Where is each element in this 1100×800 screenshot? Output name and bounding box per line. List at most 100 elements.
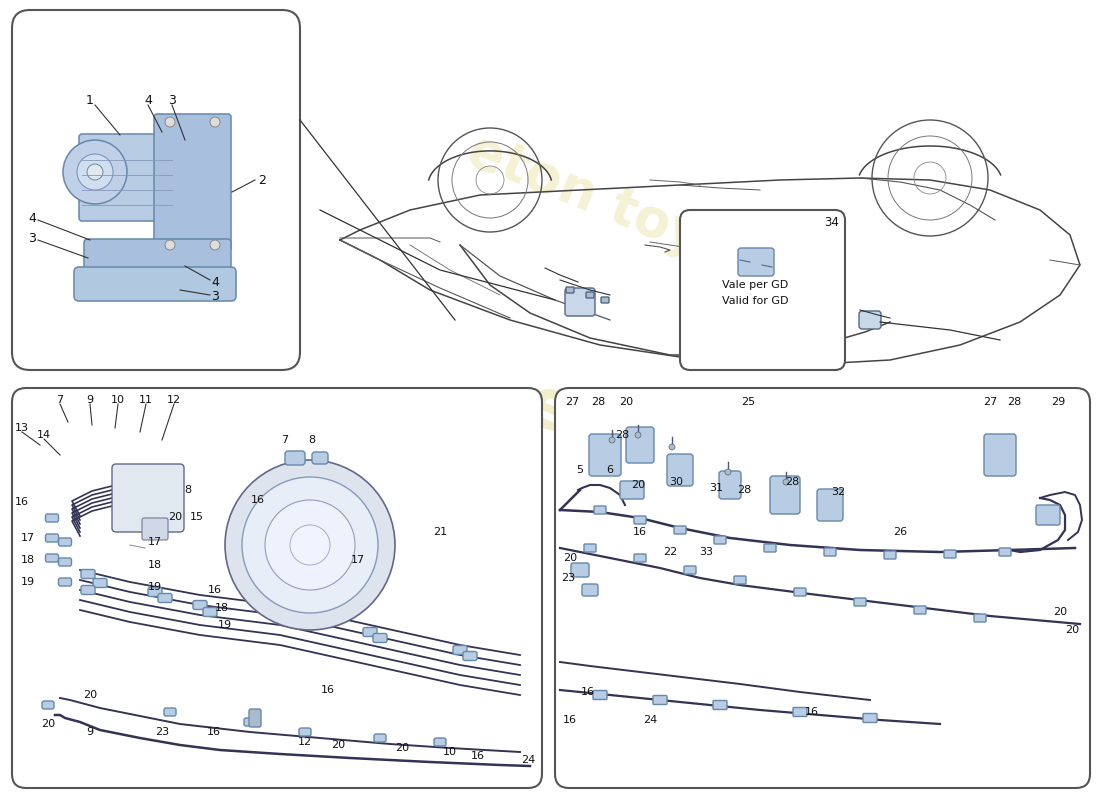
- Text: 28: 28: [1006, 397, 1021, 407]
- FancyBboxPatch shape: [373, 634, 387, 642]
- Text: 17: 17: [147, 537, 162, 547]
- Circle shape: [165, 117, 175, 127]
- Text: 27: 27: [565, 397, 579, 407]
- Text: 20: 20: [41, 719, 55, 729]
- Text: 34: 34: [825, 215, 839, 229]
- FancyBboxPatch shape: [12, 388, 542, 788]
- Text: 19: 19: [218, 620, 232, 630]
- Text: 28: 28: [591, 397, 605, 407]
- FancyBboxPatch shape: [45, 534, 58, 542]
- FancyBboxPatch shape: [586, 292, 594, 298]
- FancyBboxPatch shape: [984, 434, 1016, 476]
- Text: 10: 10: [111, 395, 125, 405]
- Text: 16: 16: [208, 585, 222, 595]
- Text: 20: 20: [619, 397, 634, 407]
- Text: 4: 4: [211, 275, 219, 289]
- Text: 16: 16: [321, 685, 336, 695]
- FancyBboxPatch shape: [864, 714, 877, 722]
- Text: 30: 30: [669, 477, 683, 487]
- Circle shape: [635, 432, 641, 438]
- FancyBboxPatch shape: [738, 248, 774, 276]
- FancyBboxPatch shape: [674, 526, 686, 534]
- Text: 1: 1: [86, 94, 94, 106]
- Text: 6: 6: [606, 465, 614, 475]
- Text: 3: 3: [211, 290, 219, 303]
- Text: 2: 2: [258, 174, 266, 186]
- FancyBboxPatch shape: [653, 695, 667, 705]
- FancyBboxPatch shape: [192, 601, 207, 610]
- Text: 8: 8: [185, 485, 191, 495]
- FancyBboxPatch shape: [84, 239, 231, 276]
- Text: 19: 19: [21, 577, 35, 587]
- FancyBboxPatch shape: [634, 516, 646, 524]
- Circle shape: [669, 444, 675, 450]
- FancyBboxPatch shape: [42, 701, 54, 709]
- FancyBboxPatch shape: [884, 551, 896, 559]
- FancyBboxPatch shape: [817, 489, 843, 521]
- Text: 17: 17: [21, 533, 35, 543]
- Text: 23: 23: [561, 573, 575, 583]
- Text: 12: 12: [298, 737, 312, 747]
- FancyBboxPatch shape: [74, 267, 236, 301]
- Text: 20: 20: [1053, 607, 1067, 617]
- FancyBboxPatch shape: [1036, 505, 1060, 525]
- FancyBboxPatch shape: [588, 434, 621, 476]
- FancyBboxPatch shape: [244, 718, 256, 726]
- FancyBboxPatch shape: [112, 464, 184, 532]
- FancyBboxPatch shape: [667, 454, 693, 486]
- Text: 28: 28: [737, 485, 751, 495]
- Circle shape: [87, 164, 103, 180]
- Text: 20: 20: [631, 480, 645, 490]
- Text: 10: 10: [443, 747, 456, 757]
- FancyBboxPatch shape: [944, 550, 956, 558]
- Text: 32: 32: [830, 487, 845, 497]
- FancyBboxPatch shape: [914, 606, 926, 614]
- FancyBboxPatch shape: [713, 701, 727, 710]
- Text: 16: 16: [15, 497, 29, 507]
- Circle shape: [725, 469, 732, 475]
- Text: 11: 11: [139, 395, 153, 405]
- FancyBboxPatch shape: [859, 311, 881, 329]
- Text: 20: 20: [331, 740, 345, 750]
- FancyBboxPatch shape: [12, 10, 300, 370]
- FancyBboxPatch shape: [620, 481, 644, 499]
- Text: 14: 14: [37, 430, 51, 440]
- Text: 28: 28: [785, 477, 799, 487]
- Text: 7: 7: [56, 395, 64, 405]
- Text: 20: 20: [563, 553, 578, 563]
- FancyBboxPatch shape: [626, 427, 654, 463]
- FancyBboxPatch shape: [312, 452, 328, 464]
- FancyBboxPatch shape: [463, 651, 477, 661]
- Text: Vale per GD: Vale per GD: [722, 280, 788, 290]
- Text: 28: 28: [615, 430, 629, 440]
- Text: 20: 20: [1065, 625, 1079, 635]
- Text: 22: 22: [663, 547, 678, 557]
- FancyBboxPatch shape: [299, 728, 311, 736]
- FancyBboxPatch shape: [81, 570, 95, 578]
- Text: 33: 33: [698, 547, 713, 557]
- FancyBboxPatch shape: [824, 548, 836, 556]
- Text: 25: 25: [741, 397, 755, 407]
- Circle shape: [783, 479, 789, 485]
- FancyBboxPatch shape: [794, 588, 806, 596]
- Text: 21: 21: [433, 527, 447, 537]
- FancyBboxPatch shape: [714, 536, 726, 544]
- Circle shape: [290, 525, 330, 565]
- Text: 20: 20: [395, 743, 409, 753]
- Text: 23: 23: [155, 727, 169, 737]
- FancyBboxPatch shape: [974, 614, 986, 622]
- Text: 3: 3: [29, 231, 36, 245]
- FancyBboxPatch shape: [556, 388, 1090, 788]
- FancyBboxPatch shape: [79, 134, 176, 221]
- Circle shape: [165, 240, 175, 250]
- FancyBboxPatch shape: [94, 578, 107, 587]
- Text: 9: 9: [87, 727, 94, 737]
- FancyBboxPatch shape: [204, 607, 217, 617]
- FancyBboxPatch shape: [566, 287, 574, 293]
- Text: 5: 5: [576, 465, 583, 475]
- Text: 16: 16: [207, 727, 221, 737]
- FancyBboxPatch shape: [854, 598, 866, 606]
- Text: 24: 24: [642, 715, 657, 725]
- FancyBboxPatch shape: [764, 544, 776, 552]
- FancyBboxPatch shape: [582, 584, 598, 596]
